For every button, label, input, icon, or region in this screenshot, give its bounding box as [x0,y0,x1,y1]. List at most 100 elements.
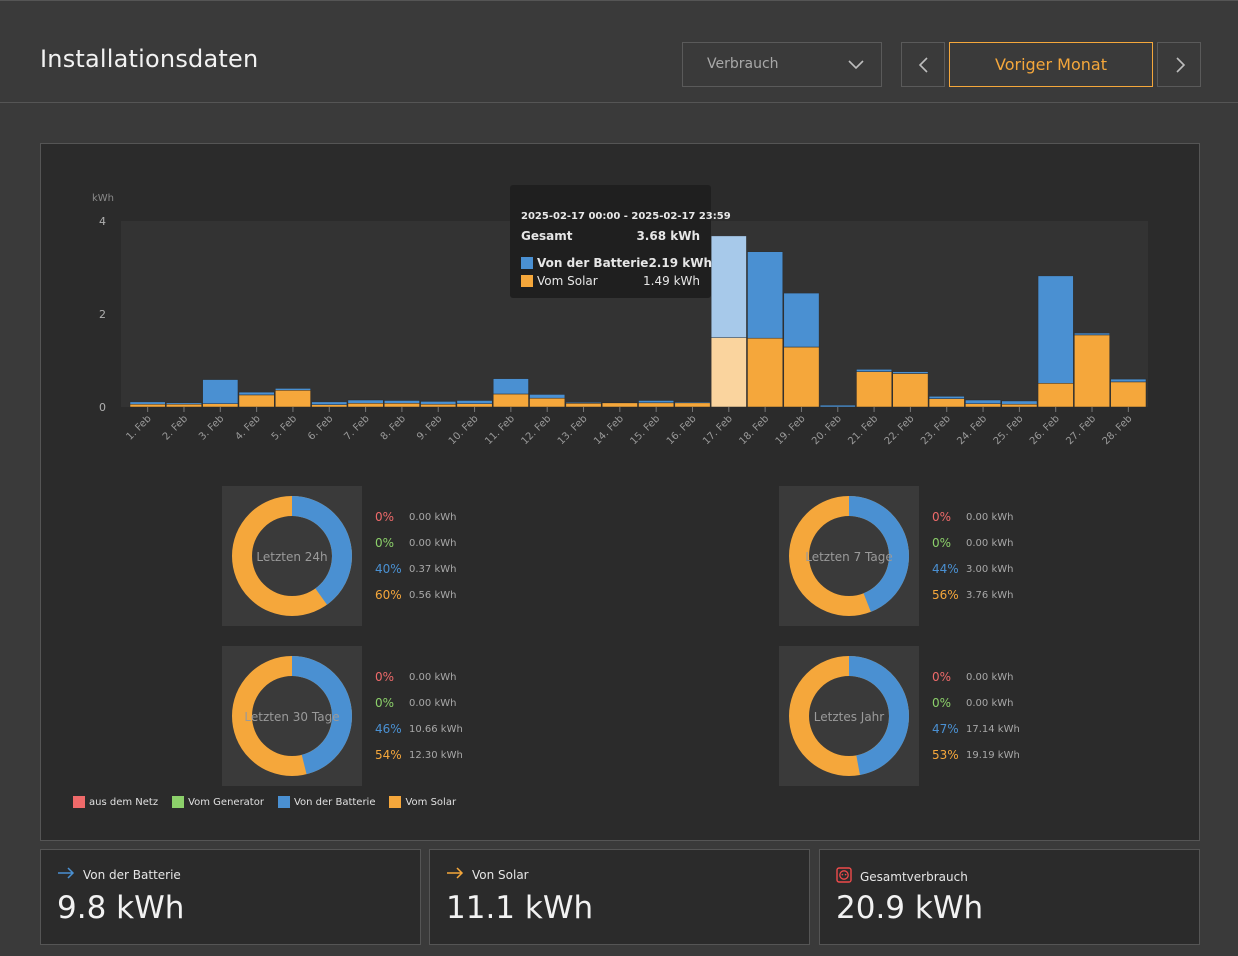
tooltip-total-row: Gesamt 3.68 kWh [521,229,700,243]
stat-value-grid: 0.00 kWh [966,511,1014,523]
x-tick-label: 10. Feb [447,413,481,447]
bar-battery [928,396,965,399]
bar-battery [1001,400,1038,405]
x-tick-label: 21. Feb [846,413,880,447]
stat-pct-grid: 0% [932,670,952,684]
donut-label: Letzten 7 Tage [805,550,893,564]
bar-solar [601,402,638,408]
donut-stats-year: 0% 0.00 kWh 0% 0.00 kWh 47% 17.14 kWh 53% 19… [932,664,1020,768]
tooltip-range: 2025-02-17 00:00 - 2025-02-17 23:59 [521,211,731,222]
stat-value-battery: 3.00 kWh [966,563,1014,575]
card-value: 20.9 kWh [836,890,984,926]
generator-swatch [172,796,185,808]
legend-item-battery[interactable]: Von der Batterie [277,796,376,808]
page-title: Installationsdaten [40,45,259,73]
bar-battery [166,402,202,405]
legend-label: Von der Batterie [293,796,376,808]
chevron-down-icon [847,55,865,77]
bar-solar [710,337,747,408]
x-tick-label: 28. Feb [1101,413,1135,447]
bar-solar [892,373,929,408]
card-value: 9.8 kWh [57,890,185,926]
chart-panel: kWh 0 2 4 1. Feb 2. Feb 3. Feb 4. Feb 5. Feb 6. F… [40,143,1200,841]
legend-item-generator[interactable]: Vom Generator [172,796,264,808]
x-tick-label: 12. Feb [520,413,554,447]
x-tick-label: 15. Feb [628,413,662,447]
x-tick-label: 20. Feb [810,413,844,447]
donut-label: Letztes Jahr [813,710,885,724]
bar-solar [783,346,820,408]
bar-solar [529,397,566,408]
legend-label: Vom Solar [405,796,457,808]
data-type-select[interactable]: Verbrauch [682,42,882,87]
legend-item-solar[interactable]: Vom Solar [389,796,456,808]
stat-value-generator: 0.00 kWh [409,697,457,709]
bar-solar [747,337,784,408]
bar-solar [965,403,1001,408]
tooltip-row-value: 1.49 kWh [643,274,700,288]
donut-battery-segment [789,656,909,776]
tooltip-row-battery: Von der Batterie 2.19 kWh [521,256,712,270]
bar-solar [311,404,348,408]
tooltip-row-value: 2.19 kWh [648,256,712,270]
previous-period-button[interactable] [901,42,945,87]
stat-value-solar: 19.19 kWh [966,749,1020,761]
chevron-left-icon [918,57,928,73]
bar-battery [1037,275,1074,384]
stat-value-generator: 0.00 kWh [409,537,457,549]
donut-last-30-days: Letzten 30 Tage [222,646,362,786]
donut-battery-segment [789,496,909,616]
arrow-right-icon [57,867,75,882]
card-label: Von der Batterie [83,867,181,882]
donut-last-7-days: Letzten 7 Tage [779,486,919,626]
bar-battery [1110,378,1147,383]
stat-value-solar: 12.30 kWh [409,749,463,761]
legend-label: aus dem Netz [89,796,159,808]
stat-value-grid: 0.00 kWh [966,671,1014,683]
bar-solar [1074,334,1110,408]
x-tick-label: 13. Feb [556,413,590,447]
bar-solar [1001,403,1038,408]
battery-swatch [521,257,533,269]
donut-chart [789,496,909,616]
period-label-button[interactable]: Voriger Monat [949,42,1153,87]
data-type-select-value: Verbrauch [707,56,779,72]
x-tick-label: 1. Feb [124,413,153,442]
bar-solar [674,402,711,408]
x-tick-label: 8. Feb [379,413,408,442]
x-tick-label: 19. Feb [774,413,808,447]
tooltip-row-solar: Vom Solar 1.49 kWh [521,274,700,288]
card-header: Von der Batterie [57,867,181,882]
card-label: Von Solar [472,867,529,882]
donut-chart [232,496,352,616]
stat-pct-grid: 0% [375,670,395,684]
stat-pct-battery: 47% [932,722,959,736]
x-tick-label: 5. Feb [270,413,299,442]
stat-value-battery: 17.14 kWh [966,723,1020,735]
donut-chart [789,656,909,776]
x-tick-label: 17. Feb [701,413,735,447]
stat-value-grid: 0.00 kWh [409,671,457,683]
bar-solar [384,403,420,408]
stat-pct-solar: 53% [932,748,959,762]
legend-item-grid[interactable]: aus dem Netz [73,796,158,808]
bar-solar [1037,383,1074,408]
card-from-solar: Von Solar 11.1 kWh [429,849,810,945]
bar-solar [928,398,965,408]
battery-swatch [277,796,290,808]
card-label: Gesamtverbrauch [860,869,968,884]
card-value: 11.1 kWh [446,890,594,926]
bar-battery [674,401,711,404]
solar-swatch [389,796,402,808]
next-period-button[interactable] [1157,42,1201,87]
bar-battery [747,251,784,339]
stat-value-battery: 0.37 kWh [409,563,457,575]
bar-battery [965,399,1001,404]
x-tick-label: 24. Feb [955,413,989,447]
donut-chart [232,656,352,776]
bar-solar [492,393,529,408]
tooltip-row-label: Vom Solar [537,274,598,288]
x-tick-label: 3. Feb [197,413,226,442]
bar-solar [1110,381,1147,408]
stat-value-solar: 3.76 kWh [966,589,1014,601]
